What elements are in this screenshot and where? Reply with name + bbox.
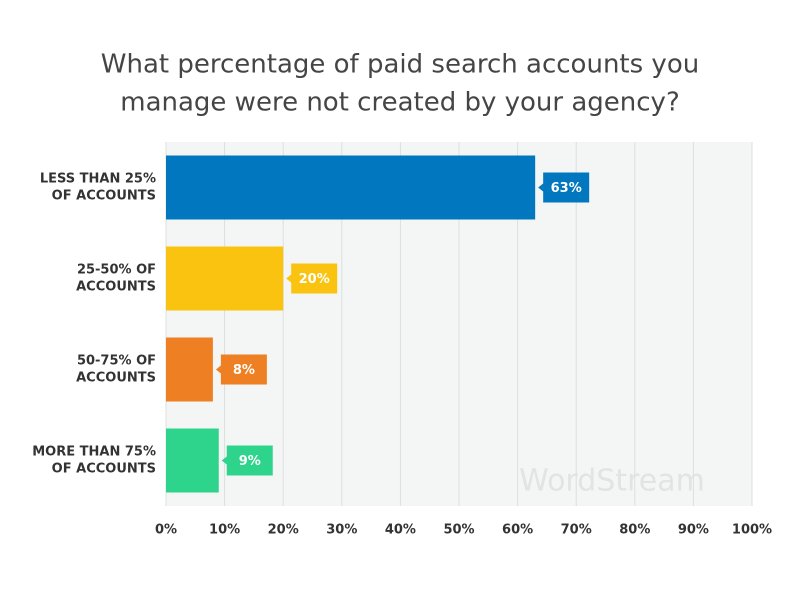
y-tick-label: 25-50% OF	[77, 263, 156, 278]
y-tick-label: ACCOUNTS	[76, 280, 156, 295]
x-tick-label: 0%	[155, 523, 177, 538]
y-tick-label: OF ACCOUNTS	[52, 189, 156, 204]
y-tick-label: ACCOUNTS	[76, 371, 156, 386]
bar	[166, 155, 536, 220]
value-label: 8%	[233, 363, 255, 378]
y-tick-label: OF ACCOUNTS	[52, 462, 156, 477]
x-tick-label: 10%	[209, 523, 240, 538]
x-tick-label: 100%	[732, 523, 772, 538]
value-label-box	[286, 263, 338, 294]
x-tick-label: 30%	[326, 523, 357, 538]
watermark: WordStream	[519, 464, 705, 499]
value-label-box	[538, 172, 590, 203]
x-tick-label: 80%	[619, 523, 650, 538]
bar	[166, 428, 219, 493]
y-tick-label: LESS THAN 25%	[40, 172, 156, 187]
value-label-box	[221, 445, 273, 476]
x-tick-label: 40%	[385, 523, 416, 538]
value-label: 20%	[299, 272, 330, 287]
x-tick-label: 50%	[443, 523, 474, 538]
x-tick-label: 20%	[268, 523, 299, 538]
value-label: 9%	[239, 454, 261, 469]
x-tick-label: 70%	[561, 523, 592, 538]
chart-title: manage were not created by your agency?	[120, 88, 680, 118]
value-label: 63%	[551, 181, 582, 196]
x-tick-label: 90%	[678, 523, 709, 538]
y-tick-label: 50-75% OF	[77, 354, 156, 369]
chart-title: What percentage of paid search accounts …	[101, 50, 699, 80]
bar	[166, 337, 213, 402]
value-label-box	[215, 354, 267, 385]
x-tick-label: 60%	[502, 523, 533, 538]
bar	[166, 246, 284, 311]
y-tick-label: MORE THAN 75%	[32, 445, 156, 460]
